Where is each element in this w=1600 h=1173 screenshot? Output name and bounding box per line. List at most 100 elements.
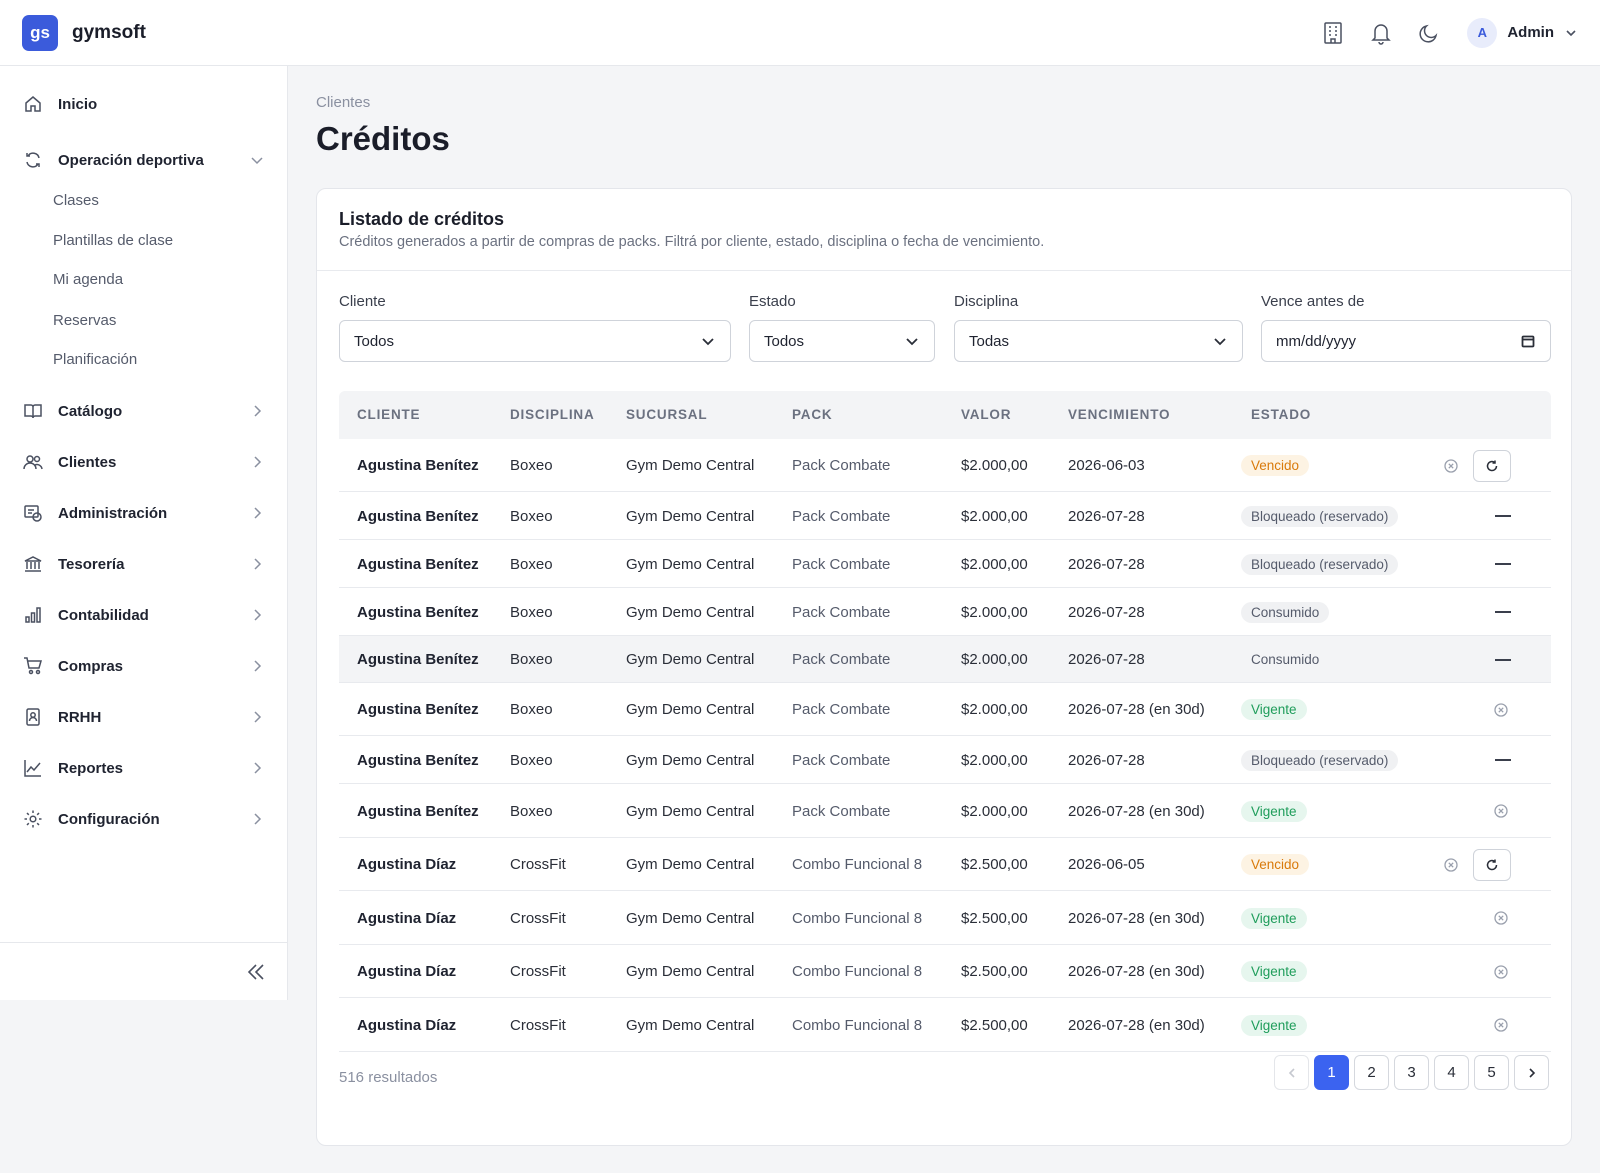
breadcrumb[interactable]: Clientes xyxy=(316,94,371,111)
filter-vence-label: Vence antes de xyxy=(1261,293,1365,310)
cell-cliente: Agustina Benítez xyxy=(357,651,479,668)
cell-valor: $2.000,00 xyxy=(961,555,1028,573)
sidebar-item-inicio[interactable]: Inicio xyxy=(0,84,288,124)
cell-vencimiento: 2026-07-28 xyxy=(1068,651,1145,668)
table-row[interactable]: Agustina Benítez Boxeo Gym Demo Central Pac… xyxy=(339,439,1551,492)
app-logo[interactable]: gs xyxy=(22,14,58,51)
chevron-down-icon xyxy=(700,333,716,349)
sidebar-item-label: Inicio xyxy=(58,95,98,113)
sidebar-item-operacion-deportiva[interactable]: Operación deportiva xyxy=(0,140,288,180)
cell-cliente: Agustina Díaz xyxy=(357,909,457,927)
page-button-2[interactable]: 2 xyxy=(1354,1055,1389,1090)
cancel-credit-icon[interactable] xyxy=(1493,702,1509,718)
cell-cliente: Agustina Díaz xyxy=(357,1016,457,1034)
credits-table: CLIENTE DISCIPLINA SUCURSAL PACK VALOR V… xyxy=(339,391,1551,1052)
sidebar-item-rrhh[interactable]: RRHH xyxy=(0,697,288,737)
vence-date-input[interactable]: mm/dd/yyyy xyxy=(1261,320,1551,362)
col-disciplina[interactable]: DISCIPLINA xyxy=(510,407,595,422)
cell-estado: Vigente xyxy=(1241,891,1307,945)
cancel-credit-icon[interactable] xyxy=(1443,458,1459,474)
sidebar-subitem-reservas[interactable]: Reservas xyxy=(53,312,117,329)
moon-icon[interactable] xyxy=(1405,13,1453,53)
col-pack[interactable]: PACK xyxy=(792,407,833,422)
calendar-icon[interactable] xyxy=(1520,333,1536,349)
renew-credit-button[interactable] xyxy=(1473,848,1511,881)
avatar: A xyxy=(1467,17,1498,48)
sidebar-subitem-mi-agenda[interactable]: Mi agenda xyxy=(53,271,124,288)
table-row[interactable]: Agustina Díaz CrossFit Gym Demo Central Com… xyxy=(339,838,1551,891)
cancel-credit-icon[interactable] xyxy=(1493,803,1509,819)
col-valor[interactable]: VALOR xyxy=(961,407,1012,422)
sidebar-item-clientes[interactable]: Clientes xyxy=(0,442,288,482)
col-vencimiento[interactable]: VENCIMIENTO xyxy=(1068,407,1171,422)
next-page-button[interactable] xyxy=(1514,1055,1549,1090)
user-menu[interactable]: A Admin xyxy=(1467,17,1578,48)
col-cliente[interactable]: CLIENTE xyxy=(357,407,421,422)
prev-page-button[interactable] xyxy=(1274,1055,1309,1090)
cell-disciplina: Boxeo xyxy=(510,603,553,621)
no-action-dash xyxy=(1495,759,1511,761)
cancel-credit-icon[interactable] xyxy=(1493,1017,1509,1033)
sidebar-item-catalogo[interactable]: Catálogo xyxy=(0,391,288,431)
chevron-right-icon xyxy=(250,455,264,469)
badge-icon xyxy=(22,706,44,728)
sidebar-item-configuracion[interactable]: Configuración xyxy=(0,799,288,839)
col-estado[interactable]: ESTADO xyxy=(1251,407,1312,422)
table-row[interactable]: Agustina Díaz CrossFit Gym Demo Central Com… xyxy=(339,891,1551,945)
table-row[interactable]: Agustina Benítez Boxeo Gym Demo Central Pac… xyxy=(339,492,1551,540)
table-row[interactable]: Agustina Benítez Boxeo Gym Demo Central Pac… xyxy=(339,736,1551,784)
table-row[interactable]: Agustina Benítez Boxeo Gym Demo Central Pac… xyxy=(339,784,1551,838)
chevron-down-icon xyxy=(250,153,264,167)
table-header: CLIENTE DISCIPLINA SUCURSAL PACK VALOR V… xyxy=(339,391,1551,439)
table-row[interactable]: Agustina Díaz CrossFit Gym Demo Central Com… xyxy=(339,998,1551,1052)
cell-estado: Vigente xyxy=(1241,683,1307,736)
sidebar-subitem-planificacion[interactable]: Planificación xyxy=(53,351,138,368)
cell-sucursal: Gym Demo Central xyxy=(626,856,755,873)
status-badge: Consumido xyxy=(1251,652,1320,667)
cliente-select-value: Todos xyxy=(354,332,395,350)
estado-select[interactable]: Todos xyxy=(749,320,935,362)
sidebar-subitem-plantillas-de-clase[interactable]: Plantillas de clase xyxy=(53,232,174,249)
sidebar-item-reportes[interactable]: Reportes xyxy=(0,748,288,788)
page-button-4[interactable]: 4 xyxy=(1434,1055,1469,1090)
bell-icon[interactable] xyxy=(1357,13,1405,53)
cancel-credit-icon[interactable] xyxy=(1493,964,1509,980)
filter-cliente-label: Cliente xyxy=(339,293,386,310)
table-row[interactable]: Agustina Benítez Boxeo Gym Demo Central Pac… xyxy=(339,540,1551,588)
table-row[interactable]: Agustina Benítez Boxeo Gym Demo Central Pac… xyxy=(339,588,1551,636)
cell-valor: $2.500,00 xyxy=(961,963,1028,980)
table-row[interactable]: Agustina Benítez Boxeo Gym Demo Central Pac… xyxy=(339,683,1551,736)
disciplina-select[interactable]: Todas xyxy=(954,320,1243,362)
cancel-credit-icon[interactable] xyxy=(1443,857,1459,873)
page-button-1[interactable]: 1 xyxy=(1314,1055,1349,1090)
cell-disciplina: Boxeo xyxy=(510,751,553,769)
chevron-down-icon xyxy=(1564,26,1578,40)
cell-estado: Bloqueado (reservado) xyxy=(1241,540,1399,588)
table-row[interactable]: Agustina Díaz CrossFit Gym Demo Central Com… xyxy=(339,945,1551,998)
page-button-3[interactable]: 3 xyxy=(1394,1055,1429,1090)
cliente-select[interactable]: Todos xyxy=(339,320,731,362)
status-badge: Consumido xyxy=(1241,601,1330,623)
sidebar-item-compras[interactable]: Compras xyxy=(0,646,288,686)
sidebar-item-label: RRHH xyxy=(58,708,102,726)
col-sucursal[interactable]: SUCURSAL xyxy=(626,407,708,422)
chevron-right-icon xyxy=(250,557,264,571)
collapse-sidebar-icon[interactable] xyxy=(246,962,266,982)
cell-valor: $2.500,00 xyxy=(961,856,1028,873)
cell-sucursal: Gym Demo Central xyxy=(626,909,755,927)
cell-pack: Combo Funcional 8 xyxy=(792,1016,923,1034)
cancel-credit-icon[interactable] xyxy=(1493,910,1509,926)
page-button-5[interactable]: 5 xyxy=(1474,1055,1509,1090)
no-action-dash xyxy=(1495,658,1511,661)
sidebar-item-contabilidad[interactable]: Contabilidad xyxy=(0,595,288,635)
app-brand[interactable]: gymsoft xyxy=(72,21,146,43)
sidebar-item-administracion[interactable]: Administración xyxy=(0,493,288,533)
sidebar-item-label: Tesorería xyxy=(58,555,125,573)
building-icon[interactable] xyxy=(1309,13,1357,53)
renew-credit-button[interactable] xyxy=(1473,449,1511,482)
sidebar-subitem-clases[interactable]: Clases xyxy=(53,192,99,209)
table-row[interactable]: Agustina Benítez Boxeo Gym Demo Central Pac… xyxy=(339,636,1551,683)
sidebar-item-tesoreria[interactable]: Tesorería xyxy=(0,544,288,584)
cell-valor: $2.000,00 xyxy=(961,507,1028,525)
cell-pack: Combo Funcional 8 xyxy=(792,909,923,927)
